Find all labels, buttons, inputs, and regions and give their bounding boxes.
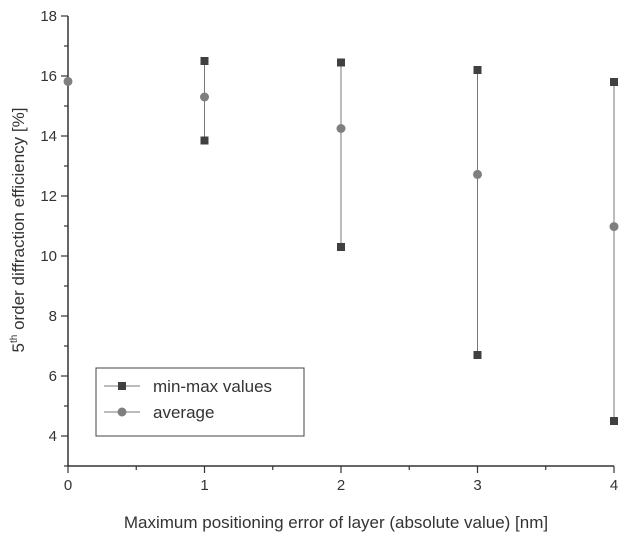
x-tick-label: 1 [200,477,208,494]
y-axis-title-suffix: order diffraction efficiency [%] [9,108,28,335]
average-point [473,169,482,179]
min-point [337,243,345,251]
y-tick-label: 18 [40,8,57,25]
average-point [63,76,73,86]
legend-box [95,367,305,437]
max-point [610,78,618,86]
average-point [200,92,209,102]
y-tick-label: 4 [49,428,57,445]
legend-average-label: average [153,403,214,422]
legend-average-marker [117,407,127,417]
y-tick-label: 8 [49,308,57,325]
legend: min-max values average [95,367,305,437]
min-point [200,136,209,145]
y-axis-title-superscript: th [9,335,20,343]
y-tick-label: 6 [49,368,57,385]
average-point [336,124,346,133]
max-point [200,57,209,65]
legend-min-max-marker [118,382,126,390]
y-tick-label: 16 [40,68,57,85]
x-axis-title: Maximum positioning error of layer (abso… [124,513,548,532]
x-tick-label: 4 [610,477,618,494]
legend-min-max-label: min-max values [153,377,272,396]
x-tick-label: 3 [473,477,481,494]
max-point [473,66,482,74]
average-point [609,222,619,232]
y-tick-label: 14 [40,128,57,145]
y-tick-label: 10 [40,248,57,265]
min-point [610,417,618,425]
x-tick-label: 0 [64,477,72,494]
min-point [473,351,482,359]
max-point [337,58,345,67]
y-axis-title: 5th order diffraction efficiency [%] [9,108,28,353]
y-axis-title-prefix: 5 [9,343,28,352]
x-tick-label: 2 [337,477,345,494]
y-tick-label: 12 [40,188,57,205]
